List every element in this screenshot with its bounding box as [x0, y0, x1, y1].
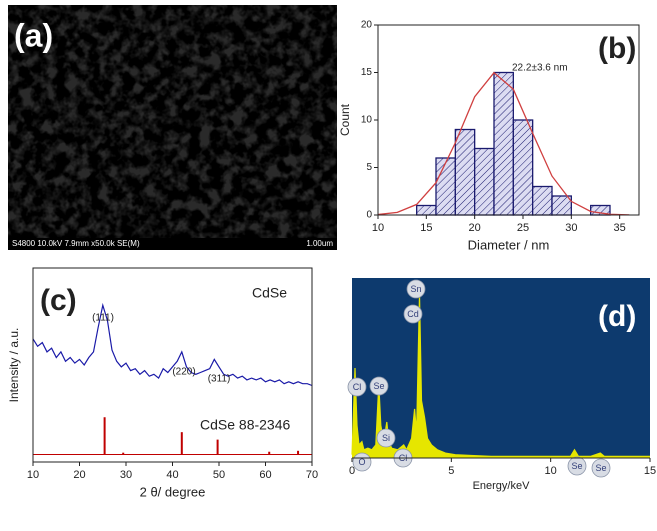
y-axis-label: Count [338, 103, 352, 136]
element-marker [369, 376, 389, 396]
sem-texture [8, 5, 337, 238]
fit-curve [377, 71, 630, 216]
xrd-line [32, 302, 313, 387]
x-tick-label: 30 [565, 222, 577, 234]
panel-label: (c) [40, 284, 77, 317]
element-marker [406, 279, 426, 299]
y-tick-label: 10 [361, 115, 373, 126]
histogram-bar [416, 204, 437, 216]
element-marker [591, 458, 611, 478]
panel-label: (d) [598, 300, 636, 333]
histogram-bar [512, 119, 534, 216]
element-marker [403, 304, 423, 324]
histogram-bar [532, 185, 553, 216]
sem-image-panel: S4800 10.0kV 7.9mm x50.0k SE(M) 1.00um (… [8, 5, 337, 250]
element-label: Cl [353, 382, 362, 392]
y-axis-label: Intensity / a.u. [7, 328, 21, 403]
y-tick-label: 0 [366, 210, 372, 221]
histogram-bar [435, 157, 456, 216]
panel-label: (a) [14, 17, 53, 53]
y-tick-label: 20 [361, 20, 373, 31]
x-tick-label: 5 [448, 465, 454, 477]
reference-label: CdSe 88-2346 [200, 417, 291, 433]
sample-label: CdSe [252, 285, 287, 301]
element-label: Se [571, 461, 582, 471]
annotation: 22.2±3.6 nm [512, 63, 568, 74]
x-tick-label: 10 [27, 469, 39, 481]
element-label: Si [382, 433, 390, 443]
y-tick-label: 5 [366, 162, 372, 173]
element-label: Se [595, 463, 606, 473]
panel-label: (b) [598, 32, 636, 65]
x-tick-label: 60 [259, 469, 271, 481]
x-tick-label: 20 [73, 469, 85, 481]
sem-scale: 1.00um [306, 239, 333, 248]
x-axis-label: Diameter / nm [468, 237, 550, 252]
x-tick-label: 20 [469, 222, 481, 234]
x-tick-label: 40 [166, 469, 178, 481]
histogram-bar [493, 71, 514, 216]
peak-label: (111) [92, 313, 114, 324]
element-marker [376, 428, 396, 448]
x-axis-label: Energy/keV [473, 480, 531, 492]
sem-caption: S4800 10.0kV 7.9mm x50.0k SE(M) [12, 239, 140, 248]
element-marker [567, 456, 587, 476]
sem-info-bar [8, 238, 337, 250]
x-tick-label: 25 [517, 222, 529, 234]
x-tick-label: 10 [545, 465, 557, 477]
histogram-bar [454, 128, 476, 216]
x-axis-label: 2 θ/ degree [140, 484, 206, 499]
element-label: O [358, 457, 365, 467]
x-tick-label: 35 [614, 222, 626, 234]
peak-label: (220) [172, 367, 195, 378]
x-tick-label: 50 [213, 469, 225, 481]
x-tick-label: 70 [306, 469, 318, 481]
element-label: Cd [407, 309, 419, 319]
x-tick-label: 0 [349, 465, 355, 477]
element-marker [347, 377, 367, 397]
peak-label: (311) [208, 374, 231, 385]
histogram-bar [474, 147, 495, 216]
histogram-bar [551, 195, 572, 216]
element-label: Se [373, 381, 384, 391]
y-tick-label: 15 [361, 67, 373, 78]
x-tick-label: 30 [120, 469, 132, 481]
element-label: Sn [410, 284, 421, 294]
plot-background [352, 278, 650, 458]
x-tick-label: 15 [644, 465, 656, 477]
x-tick-label: 15 [420, 222, 432, 234]
x-tick-label: 10 [372, 222, 384, 234]
